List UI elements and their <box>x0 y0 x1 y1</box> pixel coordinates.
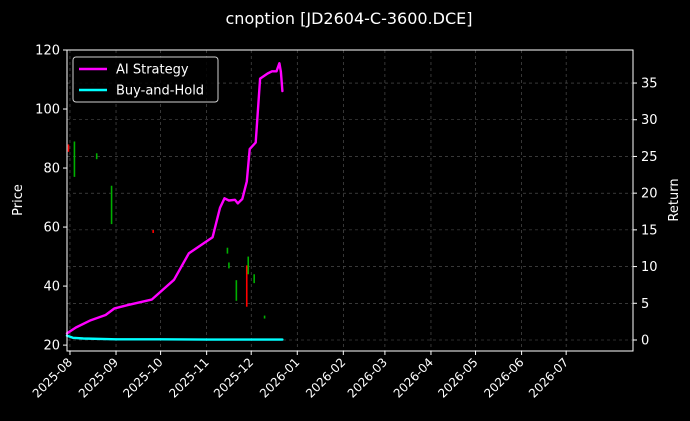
x-tick-label: 2025-12 <box>211 355 256 400</box>
y-left-tick-label: 120 <box>35 44 60 59</box>
series-lines <box>65 62 284 341</box>
plot-frame <box>66 49 634 352</box>
legend: AI Strategy Buy-and-Hold <box>72 56 219 103</box>
y-right-tick-label: 35 <box>641 77 658 92</box>
legend-box <box>72 56 219 103</box>
x-tick-label: 2026-05 <box>435 355 480 400</box>
y-left-tick-label: 60 <box>43 221 60 236</box>
legend-label: AI Strategy <box>116 63 189 78</box>
y-left-tick-label: 40 <box>43 280 60 295</box>
x-tick-label: 2026-06 <box>481 355 526 400</box>
y-left-tick-label: 100 <box>35 103 60 118</box>
y-axis-label-left: Price <box>11 184 26 216</box>
legend-label: Buy-and-Hold <box>116 84 204 99</box>
y-left-tick-label: 80 <box>43 162 60 177</box>
series-line-buy-and-hold <box>65 334 284 341</box>
x-tick-label: 2026-02 <box>303 355 348 400</box>
x-tick-label: 2026-03 <box>345 355 390 400</box>
y-left-tick-label: 20 <box>43 339 60 354</box>
x-tick-label: 2025-11 <box>166 355 211 400</box>
y-right-tick-label: 10 <box>641 260 658 275</box>
x-tick-label: 2025-08 <box>30 355 75 400</box>
x-tick-label: 2026-07 <box>526 355 571 400</box>
y-right-tick-label: 0 <box>641 333 649 348</box>
y-right-tick-label: 5 <box>641 297 649 312</box>
grid <box>67 50 633 351</box>
x-tick-label: 2025-09 <box>76 355 121 400</box>
x-tick-label: 2026-01 <box>257 355 302 400</box>
y-right-tick-label: 15 <box>641 223 658 238</box>
x-tick-label: 2025-10 <box>120 355 165 400</box>
y-right-tick-label: 30 <box>641 113 658 128</box>
chart-title: cnoption [JD2604-C-3600.DCE] <box>226 9 473 28</box>
y-right-tick-label: 25 <box>641 150 658 165</box>
series-line-ai-strategy <box>65 62 284 335</box>
x-tick-label: 2026-04 <box>391 355 436 400</box>
price-candles <box>67 141 266 319</box>
y-right-tick-label: 20 <box>641 187 658 202</box>
y-axis-label-right: Return <box>667 178 682 221</box>
